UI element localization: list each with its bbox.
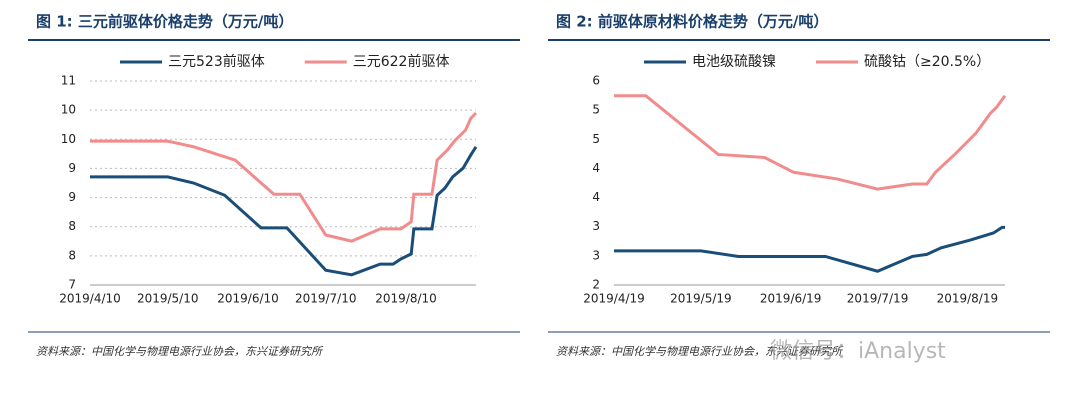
y-tick-label: 7 [68, 278, 76, 292]
chart-title: 图 1: 三元前驱体价格走势（万元/吨） [36, 13, 293, 31]
x-tick-label: 2019/8/19 [937, 292, 999, 306]
series-line [90, 145, 478, 277]
x-tick-label: 2019/5/10 [137, 292, 199, 306]
y-tick-label: 6 [592, 74, 600, 88]
x-tick-label: 2019/7/10 [295, 292, 357, 306]
y-tick-label: 3 [592, 248, 600, 262]
chart-title: 图 2: 前驱体原材料价格走势（万元/吨） [556, 13, 828, 31]
y-tick-label: 4 [592, 190, 600, 204]
y-tick-label: 10 [61, 132, 76, 146]
x-tick-label: 2019/6/19 [760, 292, 822, 306]
legend-label: 硫酸钴（≥20.5%） [864, 54, 990, 70]
x-tick-label: 2019/5/19 [670, 292, 732, 306]
y-tick-label: 3 [592, 219, 600, 233]
x-tick-label: 2019/7/19 [847, 292, 909, 306]
source: 资料来源：中国化学与物理电源行业协会，东兴证券研究所 [556, 345, 844, 358]
x-tick-label: 2019/6/10 [217, 292, 279, 306]
y-tick-label: 8 [68, 248, 76, 262]
series-line [614, 94, 1007, 191]
series-line [614, 225, 1005, 273]
x-tick-label: 2019/4/19 [583, 292, 645, 306]
series-line [90, 112, 478, 243]
y-tick-label: 5 [592, 132, 600, 146]
watermark: 微信号：iAnalyst [770, 339, 946, 364]
legend-label: 三元523前驱体 [168, 53, 265, 70]
x-tick-label: 2019/4/10 [59, 292, 121, 306]
legend-label: 三元622前驱体 [353, 53, 450, 70]
y-tick-label: 5 [592, 103, 600, 117]
y-tick-label: 9 [68, 190, 76, 204]
y-tick-label: 2 [592, 278, 600, 292]
legend-label: 电池级硫酸镍 [692, 54, 776, 70]
source: 资料来源：中国化学与物理电源行业协会，东兴证券研究所 [36, 345, 324, 358]
y-tick-label: 10 [61, 103, 76, 117]
y-tick-label: 8 [68, 219, 76, 233]
y-tick-label: 11 [61, 74, 76, 88]
x-tick-label: 2019/8/10 [375, 292, 437, 306]
y-tick-label: 9 [68, 161, 76, 175]
y-tick-label: 4 [592, 161, 600, 175]
